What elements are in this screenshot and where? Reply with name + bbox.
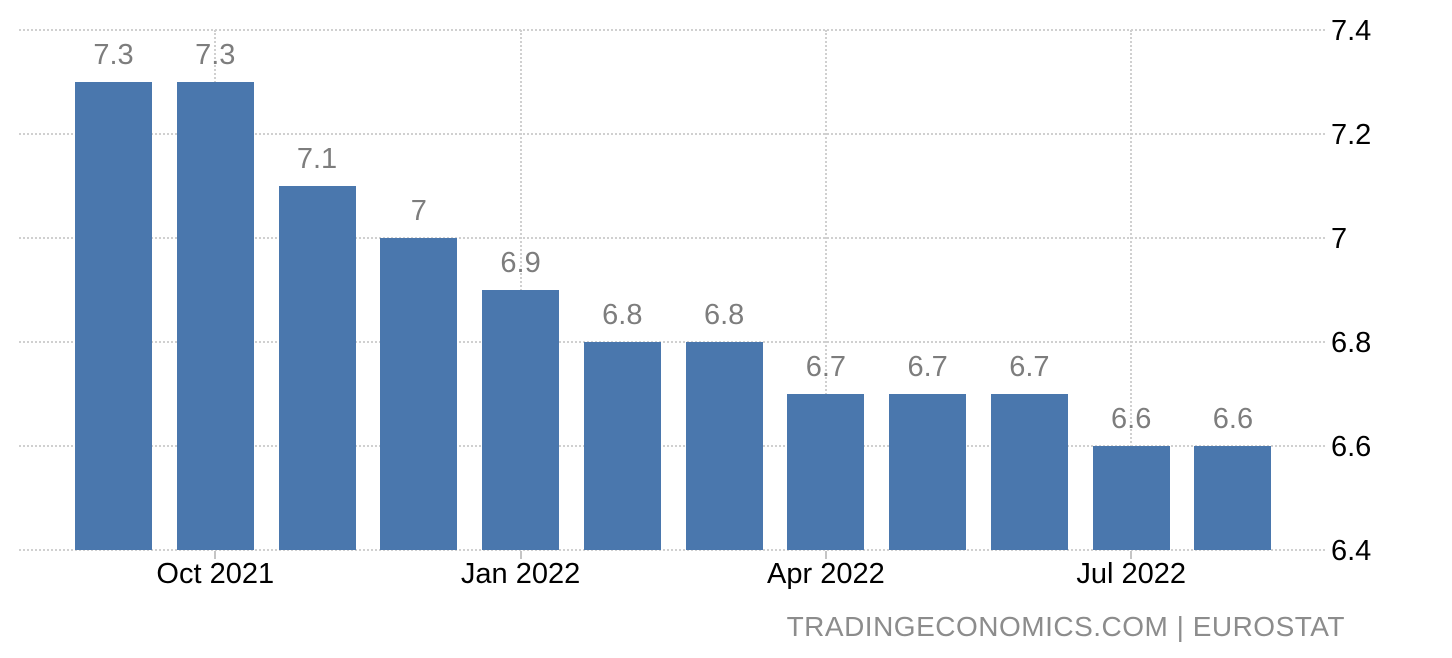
y-gridline xyxy=(19,341,1325,343)
y-axis-tick-label: 7 xyxy=(1331,223,1348,255)
bar-value-label: 7.3 xyxy=(93,39,134,71)
bar-value-label: 6.7 xyxy=(907,351,948,383)
bar[interactable] xyxy=(1093,446,1170,550)
x-gridline xyxy=(1130,30,1133,550)
watermark: TRADINGECONOMICS.COM | EUROSTAT xyxy=(786,611,1345,642)
bar-value-label: 7.1 xyxy=(296,143,338,175)
x-axis-tick-label: Oct 2021 xyxy=(156,558,275,590)
bar[interactable] xyxy=(686,342,763,550)
y-gridline xyxy=(19,29,1325,31)
bar[interactable] xyxy=(584,342,661,550)
bar-value-label: 6.6 xyxy=(1111,403,1152,435)
y-axis-tick-label: 6.4 xyxy=(1331,535,1372,567)
y-gridline xyxy=(19,549,1325,551)
bar-value-label: 6.9 xyxy=(500,247,541,279)
bar[interactable] xyxy=(889,394,966,550)
y-axis-tick-label: 7.4 xyxy=(1331,15,1372,47)
x-axis-tick xyxy=(1130,551,1133,559)
bar[interactable] xyxy=(177,82,254,550)
bar-value-label: 6.7 xyxy=(1009,351,1050,383)
x-axis-tick-label: Jan 2022 xyxy=(460,558,581,590)
bar-value-label: 7 xyxy=(410,195,427,227)
bar-value-label: 6.8 xyxy=(602,299,643,331)
bar-value-label: 6.7 xyxy=(805,351,847,383)
x-axis-tick-label: Apr 2022 xyxy=(767,558,885,590)
bar[interactable] xyxy=(279,186,356,550)
y-gridline xyxy=(19,237,1325,239)
bar[interactable] xyxy=(482,290,559,550)
y-axis-tick-label: 6.8 xyxy=(1331,327,1372,359)
bar[interactable] xyxy=(75,82,152,550)
bar[interactable] xyxy=(991,394,1068,550)
x-axis-tick xyxy=(824,551,827,559)
y-gridline xyxy=(19,133,1325,135)
bar[interactable] xyxy=(787,394,864,550)
x-gridline xyxy=(824,30,827,550)
y-axis-tick-label: 7.2 xyxy=(1331,119,1372,151)
bar[interactable] xyxy=(1194,446,1271,550)
x-axis-tick xyxy=(214,551,217,559)
x-axis-tick xyxy=(519,551,522,559)
bar-value-label: 6.6 xyxy=(1212,403,1254,435)
y-axis-tick-label: 6.6 xyxy=(1331,431,1372,463)
bar[interactable] xyxy=(380,238,457,550)
y-gridline xyxy=(19,445,1325,447)
x-axis-tick-label: Jul 2022 xyxy=(1076,558,1187,590)
bar-value-label: 7.3 xyxy=(195,39,236,71)
bar-value-label: 6.8 xyxy=(703,299,745,331)
